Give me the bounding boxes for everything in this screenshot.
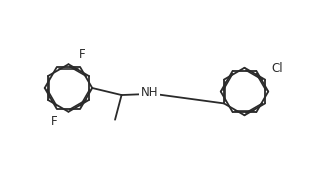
Text: NH: NH	[141, 86, 158, 99]
Text: Cl: Cl	[271, 62, 283, 75]
Text: F: F	[51, 115, 58, 128]
Text: F: F	[79, 48, 86, 61]
